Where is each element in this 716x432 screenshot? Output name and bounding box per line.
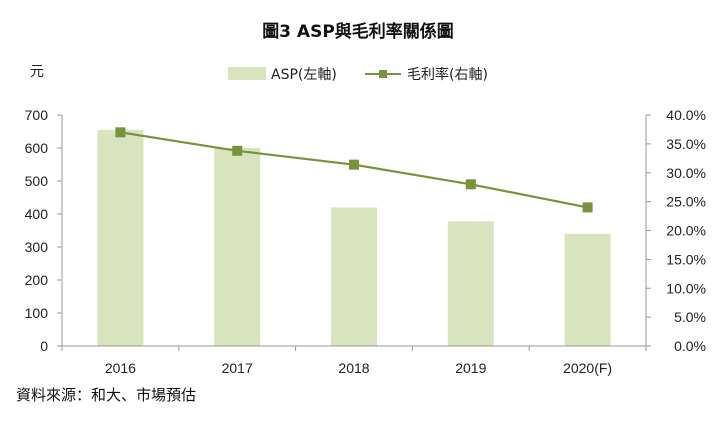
x-tick-label: 2016 xyxy=(105,360,136,376)
legend-label-margin: 毛利率(右軸) xyxy=(407,66,488,83)
bar-2017 xyxy=(214,148,261,346)
left-tick-label: 700 xyxy=(25,107,49,123)
bar-2016 xyxy=(97,129,144,346)
source-note: 資料來源：和大、市場預估 xyxy=(16,386,197,404)
bar-2019 xyxy=(447,221,494,346)
right-tick-label: 0.0% xyxy=(674,338,706,354)
margin-marker-2017 xyxy=(232,145,243,156)
bar-2018 xyxy=(331,207,377,346)
legend-marker-margin xyxy=(379,70,387,78)
right-tick-label: 20.0% xyxy=(666,223,706,239)
left-tick-label: 300 xyxy=(25,239,49,255)
margin-marker-2018 xyxy=(349,159,359,170)
left-tick-label: 0 xyxy=(40,338,48,354)
right-tick-label: 35.0% xyxy=(666,136,706,152)
bar-2020(F) xyxy=(564,233,611,346)
left-tick-label: 600 xyxy=(25,140,49,156)
chart-title: 圖3 ASP與毛利率關係圖 xyxy=(262,21,454,42)
left-tick-label: 100 xyxy=(25,305,49,321)
legend-label-asp: ASP(左軸) xyxy=(271,67,337,83)
right-tick-label: 15.0% xyxy=(666,251,706,267)
right-tick-label: 10.0% xyxy=(666,280,706,296)
right-tick-label: 5.0% xyxy=(674,309,706,325)
left-axis-unit-label: 元 xyxy=(30,64,44,80)
right-tick-label: 40.0% xyxy=(666,107,706,123)
margin-marker-2016 xyxy=(115,127,126,138)
axes: 0 100 200 300 400 500 600 700 0.0% 5.0% 10.0% 15.0%… xyxy=(25,107,706,376)
left-tick-label: 500 xyxy=(25,173,49,189)
margin-marker-2019 xyxy=(465,179,476,190)
left-tick-label: 400 xyxy=(25,206,49,222)
x-tick-label: 2019 xyxy=(455,360,486,376)
line-series xyxy=(115,127,593,213)
x-tick-label: 2020(F) xyxy=(563,360,612,376)
legend-swatch-asp xyxy=(228,67,266,80)
right-tick-label: 25.0% xyxy=(666,194,706,210)
x-tick-label: 2018 xyxy=(338,360,369,376)
left-tick-label: 200 xyxy=(25,272,49,288)
margin-line xyxy=(120,131,588,209)
margin-marker-2020(F) xyxy=(582,202,593,213)
right-tick-label: 30.0% xyxy=(666,165,706,181)
bar-series xyxy=(97,129,611,346)
x-tick-label: 2017 xyxy=(222,360,253,376)
legend: ASP(左軸) 毛利率(右軸) xyxy=(228,66,488,83)
